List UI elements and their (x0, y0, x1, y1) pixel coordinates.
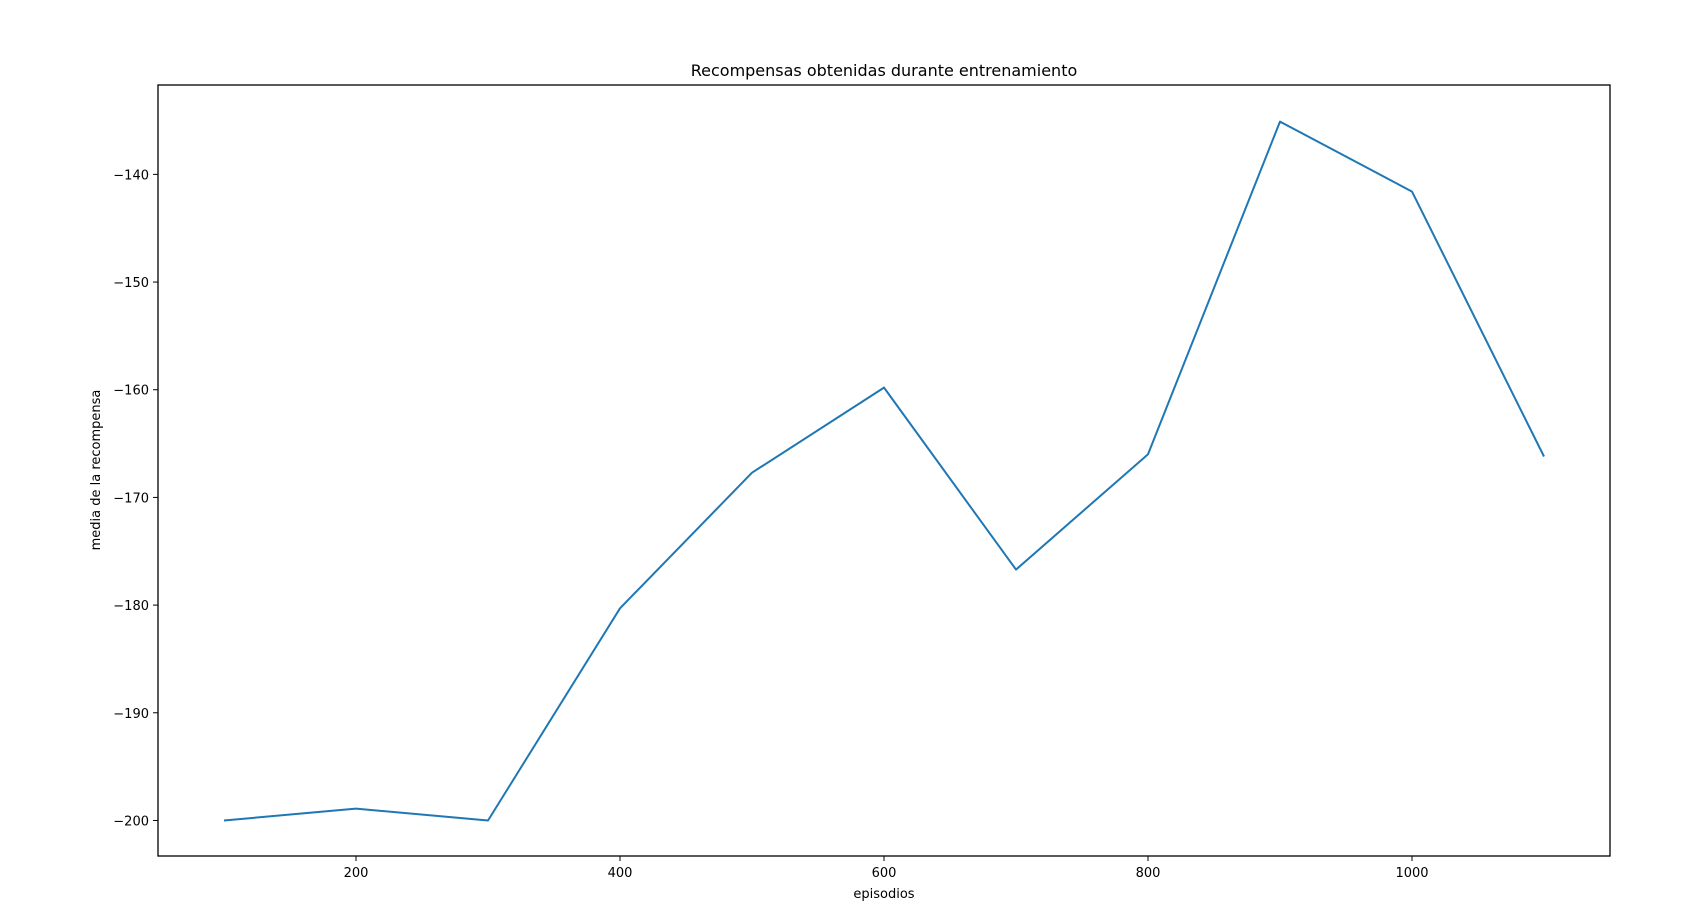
x-tick-label: 400 (608, 866, 633, 881)
x-tick-label: 800 (1136, 866, 1161, 881)
y-tick-label: −140 (113, 168, 149, 183)
x-tick-label: 1000 (1395, 866, 1428, 881)
x-tick-label: 600 (872, 866, 897, 881)
x-tick-label: 200 (344, 866, 369, 881)
y-tick-label: −190 (113, 707, 149, 722)
y-tick-label: −150 (113, 276, 149, 291)
chart-title: Recompensas obtenidas durante entrenamie… (691, 61, 1078, 80)
y-tick-label: −180 (113, 599, 149, 614)
y-tick-label: −200 (113, 814, 149, 829)
y-tick-label: −160 (113, 384, 149, 399)
y-tick-label: −170 (113, 491, 149, 506)
series-line (223, 120, 1545, 822)
y-axis-title: media de la recompensa (89, 390, 104, 551)
axis-ticks: 200 400 600 800 1000 −200 −190 −180 −170 −160 −150… (113, 168, 1428, 881)
plot-frame (157, 84, 1611, 857)
x-axis-title: episodios (853, 887, 914, 902)
